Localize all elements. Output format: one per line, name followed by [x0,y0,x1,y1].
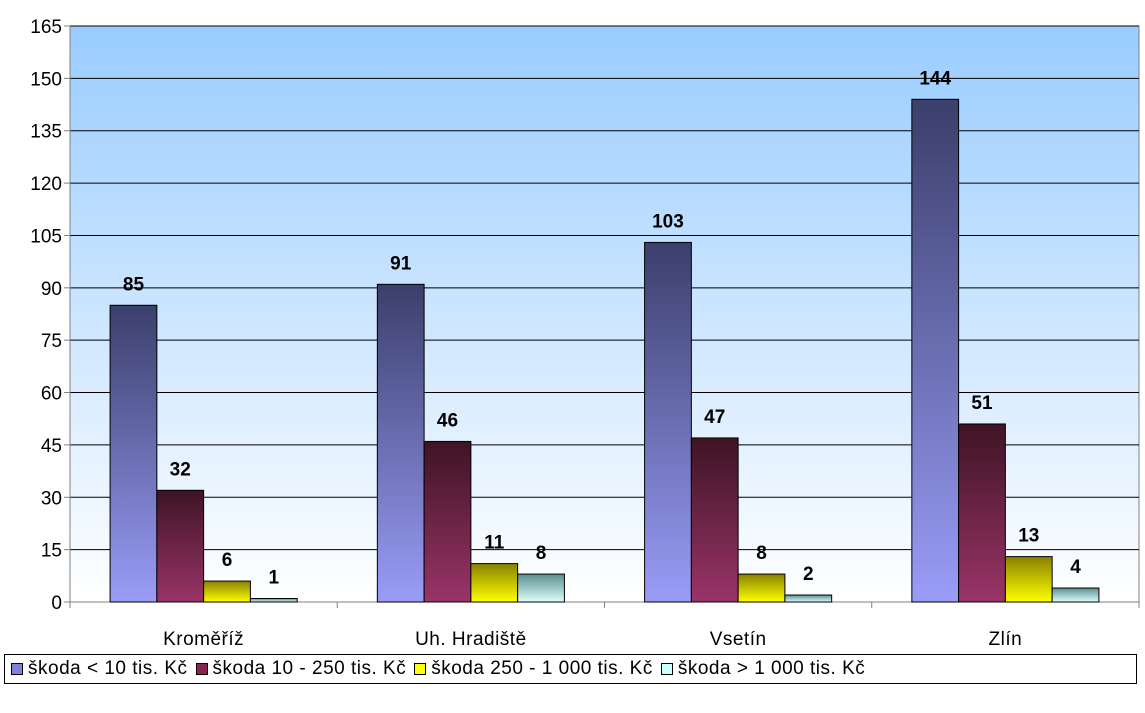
legend-label: škoda 250 - 1 000 tis. Kč [431,658,653,679]
bar [423,440,472,603]
bar [1004,556,1053,603]
legend-item: škoda 10 - 250 tis. Kč [195,658,407,680]
data-labels: 85 32 6 1 91 46 11 8 103 47 8 2 144 51 13 4 [123,68,1081,588]
bar [911,98,960,603]
x-axis: Kroměříž Uh. Hradiště Vsetín Zlín [69,601,1140,650]
bar [109,304,158,603]
x-tick-label: Vsetín [710,629,767,650]
x-tick-label: Zlín [989,629,1023,650]
bar [737,573,786,603]
y-tick-label: 135 [30,122,62,143]
y-tick-label: 105 [30,226,62,247]
bar [203,580,251,603]
legend-label: škoda < 10 tis. Kč [28,658,188,679]
y-tick-label: 150 [30,69,62,90]
data-label: 46 [437,410,458,431]
bar [784,594,833,603]
data-label: 47 [704,407,725,428]
data-label: 1 [268,568,279,589]
y-tick-label: 120 [30,174,62,195]
data-label: 103 [652,211,684,232]
legend-item: škoda > 1 000 tis. Kč [660,658,866,680]
data-label: 11 [484,533,505,554]
data-label: 8 [536,543,547,564]
y-axis: 0 15 30 45 60 75 90 105 120 135 150 165 [30,17,71,614]
data-label: 2 [803,564,814,585]
bar [376,283,425,603]
x-tick-label: Uh. Hradiště [415,629,527,650]
data-label: 32 [170,459,191,480]
y-tick-label: 30 [41,488,62,509]
y-tick-label: 75 [41,331,62,352]
data-label: 91 [390,253,412,274]
y-tick-label: 165 [30,17,62,38]
bar [1051,587,1100,603]
data-label: 4 [1070,557,1081,578]
y-tick-label: 15 [41,541,62,562]
bar [644,241,692,603]
legend-swatch [11,663,23,675]
bar-chart: 0 15 30 45 60 75 90 105 120 135 150 165 Kroměříž Uh.… [30,17,1140,650]
data-label: 13 [1018,526,1039,547]
data-label: 85 [123,274,145,295]
bars [109,98,1100,603]
legend-swatch [195,663,208,675]
x-tick-label: Kroměříž [163,629,244,650]
bar [958,423,1006,603]
data-label: 8 [756,543,767,564]
bar [690,437,739,603]
bar [517,573,565,603]
data-label: 6 [222,550,233,571]
legend-swatch [414,663,427,675]
legend-label: škoda 10 - 250 tis. Kč [212,658,407,679]
legend-label: škoda > 1 000 tis. Kč [677,658,866,679]
y-tick-label: 60 [41,384,62,405]
legend-swatch [660,663,673,675]
data-label: 51 [971,393,993,414]
bar [470,563,519,603]
legend-item: škoda 250 - 1 000 tis. Kč [414,658,653,680]
y-tick-label: 45 [41,436,62,457]
legend-item: škoda < 10 tis. Kč [11,658,188,680]
y-tick-label: 0 [51,593,62,614]
bar [249,598,298,603]
y-tick-label: 90 [41,279,62,300]
data-label: 144 [919,68,951,89]
bar [156,489,205,603]
legend: škoda < 10 tis. Kč škoda 10 - 250 tis. Kč… [4,654,1137,684]
